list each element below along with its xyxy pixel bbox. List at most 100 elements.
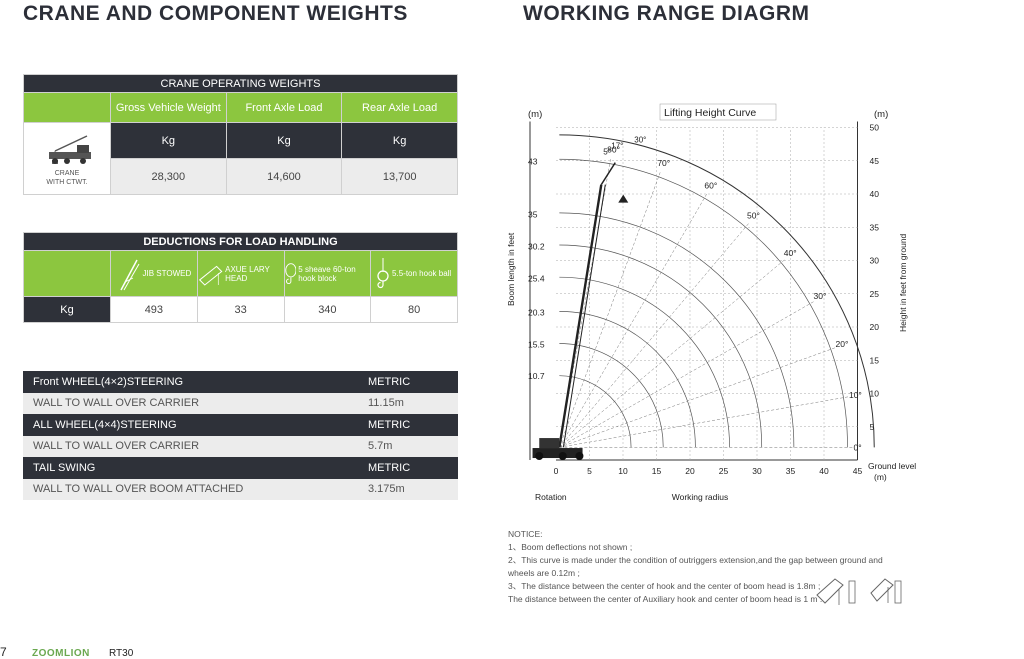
brand-logo: ZOOMLION — [32, 648, 90, 659]
spec-row: ALL WHEEL(4×4)STEERING METRIC — [23, 414, 458, 436]
rear-axle-load-value: 13,700 — [341, 158, 458, 195]
angle-ray — [559, 396, 850, 448]
boom-length-arc — [559, 244, 763, 448]
spec-label: ALL WHEEL(4×4)STEERING — [33, 418, 177, 431]
right-tick-label: 20 — [870, 322, 880, 332]
axue-lary-head-label: AXUE LARY HEAD — [225, 264, 270, 283]
unit-kg: Kg — [110, 122, 227, 159]
crane-wheel — [535, 452, 544, 461]
deductions-unit: Kg — [23, 296, 111, 323]
notice-block: NOTICE: 1、Boom deflections not shown ; 2… — [508, 528, 888, 606]
crane-with-ctwt-cell: CRANE WITH CTWT. — [23, 122, 111, 195]
x-tick-label: 40 — [819, 466, 829, 476]
right-tick-label: 30 — [870, 256, 880, 266]
rotation-label: Rotation — [535, 492, 567, 502]
model-name: RT30 — [109, 648, 134, 659]
spec-label: WALL TO WALL OVER CARRIER — [33, 397, 200, 410]
operating-empty-cell — [23, 92, 111, 123]
jib-stowed-label: JIB STOWED — [142, 269, 192, 278]
notice-title: NOTICE: — [508, 529, 543, 539]
crane-cab — [539, 438, 560, 449]
x-tick-label: 5 — [587, 466, 592, 476]
spec-value: 3.175m — [368, 483, 405, 496]
jib-marker — [618, 194, 629, 203]
angle-ray — [559, 300, 815, 448]
working-range-diagram: 0 5 10 15 20 25 30 35 40 45 5 10 15 20 25 30 35 40 45 50 10.… — [506, 103, 916, 502]
angle-ray — [559, 193, 707, 448]
spec-value: 5.7m — [368, 440, 393, 453]
x-tick-label: 0 — [554, 466, 559, 476]
spec-row: WALL TO WALL OVER BOOM ATTACHED 3.175m — [23, 478, 458, 500]
right-tick-label: 5 — [870, 422, 875, 432]
hook-ball-label: 5.5-ton hook ball — [392, 269, 452, 278]
lifting-height-curve — [559, 134, 875, 448]
deductions-table: DEDUCTIONS FOR LOAD HANDLING JIB STOWED … — [23, 232, 458, 323]
angle-ray — [559, 172, 661, 448]
left-section-title: CRANE AND COMPONENT WEIGHTS — [23, 2, 408, 25]
jib — [600, 162, 616, 186]
spec-value: METRIC — [368, 461, 411, 474]
right-tick-label: 45 — [870, 156, 880, 166]
angle-ray — [559, 347, 837, 448]
right-unit: (m) — [874, 109, 888, 120]
spec-label: WALL TO WALL OVER CARRIER — [33, 440, 200, 453]
boom-length-label: 25.4 — [528, 273, 545, 283]
x-tick-label: 30 — [752, 466, 762, 476]
jib-stowed-cell: JIB STOWED — [110, 250, 198, 297]
ground-unit: (m) — [874, 472, 887, 482]
hook-ball-value: 80 — [370, 296, 458, 323]
crane-wheel — [575, 452, 584, 461]
hook-distance-icons — [816, 578, 902, 605]
boom-head-icon — [198, 265, 223, 286]
right-tick-label: 15 — [870, 355, 880, 365]
boom-length-arc — [559, 343, 664, 448]
angle-ray — [559, 259, 786, 448]
hook-block-icon — [284, 262, 297, 284]
with-ctwt-label: WITH CTWT. — [46, 179, 88, 186]
steering-specs: Front WHEEL(4×2)STEERING METRIC WALL TO WA… — [23, 371, 458, 500]
hook-ball-cell: 5.5-ton hook ball — [370, 250, 458, 297]
spec-row: WALL TO WALL OVER CARRIER 5.7m — [23, 435, 458, 457]
notice-line: 1、Boom deflections not shown ; — [508, 542, 633, 552]
boom-length-arc — [559, 212, 795, 448]
legend-box — [659, 103, 777, 121]
right-section-title: WORKING RANGE DIAGRM — [523, 2, 810, 25]
chart-title: Lifting Height Curve — [664, 107, 756, 119]
unit-kg: Kg — [341, 122, 458, 159]
crane-wheel — [558, 452, 567, 461]
spec-value: METRIC — [368, 375, 411, 388]
spec-label: Front WHEEL(4×2)STEERING — [33, 375, 184, 388]
boom-length-label: 15.5 — [528, 339, 545, 349]
notice-line: 3、The distance between the center of hoo… — [508, 581, 821, 591]
right-tick-label: 10 — [870, 389, 880, 399]
notice-line: 2、This curve is made under the condition… — [508, 555, 883, 578]
x-tick-label: 20 — [685, 466, 695, 476]
angle-label: 0° — [854, 442, 862, 452]
spec-value: METRIC — [368, 418, 411, 431]
right-tick-label: 25 — [870, 289, 880, 299]
boom-length-label: 43 — [528, 156, 538, 166]
jib-angle-label: 17° — [611, 142, 623, 151]
boom-length-label: 10.7 — [528, 371, 545, 381]
angle-ray — [559, 223, 750, 448]
jib-angle-label: 5° — [603, 148, 611, 157]
x-tick-label: 15 — [652, 466, 662, 476]
front-axle-load-value: 14,600 — [225, 158, 343, 195]
x-tick-label: 45 — [853, 466, 863, 476]
right-axis-label: Height in feet from ground — [898, 233, 908, 332]
gross-vehicle-weight-value: 28,300 — [110, 158, 227, 195]
spec-row: WALL TO WALL OVER CARRIER 11.15m — [23, 392, 458, 414]
x-axis-label: Working radius — [672, 492, 729, 502]
boom-edge — [562, 184, 606, 448]
left-axis-label: Boom length in feet — [506, 232, 516, 306]
col-front-axle-load: Front Axle Load — [225, 92, 343, 123]
spec-row: Front WHEEL(4×2)STEERING METRIC — [23, 371, 458, 393]
boom-length-label: 20.3 — [528, 307, 545, 317]
deductions-header: DEDUCTIONS FOR LOAD HANDLING — [23, 232, 458, 251]
x-tick-label: 25 — [719, 466, 729, 476]
angle-label: 70° — [657, 158, 670, 168]
hook-block-value: 340 — [283, 296, 372, 323]
angle-label: 20° — [836, 339, 849, 349]
notice-line: The distance between the center of Auxil… — [508, 594, 823, 604]
boom-length-arc — [559, 375, 632, 448]
